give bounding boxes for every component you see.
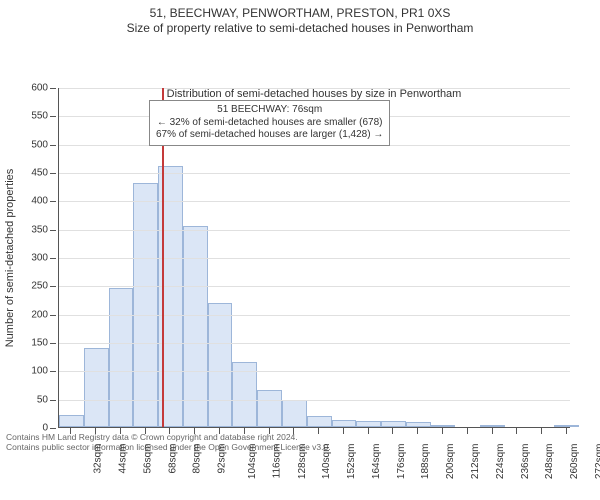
histogram-bar <box>257 390 282 427</box>
x-tick <box>392 428 393 434</box>
histogram-bar <box>332 420 357 427</box>
x-tick <box>145 428 146 434</box>
annotation-line3: 67% of semi-detached houses are larger (… <box>156 129 383 142</box>
x-tick <box>293 428 294 434</box>
histogram-bar <box>480 425 505 427</box>
y-tick-label: 500 <box>31 139 58 150</box>
gridline <box>59 230 570 231</box>
histogram-bar <box>554 425 579 427</box>
x-tick-label: 212sqm <box>470 444 481 480</box>
y-tick-label: 150 <box>31 338 58 349</box>
x-tick-label: 140sqm <box>321 444 332 480</box>
x-tick-label: 116sqm <box>271 444 282 479</box>
x-tick <box>368 428 369 434</box>
y-tick-label: 450 <box>31 168 58 179</box>
y-tick-label: 100 <box>31 366 58 377</box>
gridline <box>59 88 570 89</box>
y-tick-label: 200 <box>31 309 58 320</box>
gridline <box>59 201 570 202</box>
histogram-bar <box>59 415 84 427</box>
x-tick-label: 260sqm <box>569 444 580 480</box>
y-axis-label: Number of semi-detached properties <box>4 169 16 348</box>
x-tick <box>442 428 443 434</box>
gridline <box>59 400 570 401</box>
x-tick-label: 80sqm <box>192 444 203 474</box>
x-tick-label: 92sqm <box>217 444 228 474</box>
histogram-bar <box>282 400 307 427</box>
x-tick-label: 56sqm <box>142 444 153 474</box>
gridline <box>59 258 570 259</box>
x-tick <box>95 428 96 434</box>
histogram-bar <box>356 421 381 427</box>
histogram-bar <box>109 288 134 427</box>
gridline <box>59 286 570 287</box>
x-tick <box>541 428 542 434</box>
y-tick-label: 0 <box>42 423 58 434</box>
histogram-bar <box>431 425 456 427</box>
y-tick-label: 50 <box>37 394 58 405</box>
histogram-bar <box>307 416 332 427</box>
x-tick <box>120 428 121 434</box>
histogram-bar <box>133 183 158 427</box>
x-tick-label: 176sqm <box>396 444 407 480</box>
x-tick-label: 152sqm <box>346 444 357 480</box>
x-tick-label: 164sqm <box>371 444 382 480</box>
x-tick-label: 224sqm <box>495 444 506 480</box>
y-tick-label: 400 <box>31 196 58 207</box>
x-tick <box>194 428 195 434</box>
x-tick-label: 104sqm <box>247 444 258 480</box>
x-tick-label: 32sqm <box>93 444 104 474</box>
gridline <box>59 371 570 372</box>
x-tick-label: 128sqm <box>297 444 308 480</box>
annotation-line1: 51 BEECHWAY: 76sqm <box>156 104 383 117</box>
gridline <box>59 173 570 174</box>
x-tick-label: 236sqm <box>520 444 531 480</box>
x-tick <box>318 428 319 434</box>
histogram-bar <box>406 422 431 427</box>
x-tick <box>516 428 517 434</box>
x-tick <box>269 428 270 434</box>
histogram-bar <box>183 226 208 427</box>
x-tick <box>566 428 567 434</box>
histogram-bar <box>84 348 109 427</box>
x-tick <box>219 428 220 434</box>
x-tick <box>169 428 170 434</box>
annotation-box: 51 BEECHWAY: 76sqm ← 32% of semi-detache… <box>149 100 390 146</box>
x-tick-label: 188sqm <box>421 444 432 480</box>
x-tick-label: 44sqm <box>118 444 129 474</box>
x-tick <box>70 428 71 434</box>
gridline <box>59 315 570 316</box>
y-tick-label: 350 <box>31 224 58 235</box>
x-tick <box>343 428 344 434</box>
y-tick-label: 250 <box>31 281 58 292</box>
gridline <box>59 343 570 344</box>
histogram-bar <box>208 303 233 427</box>
x-tick-label: 68sqm <box>167 444 178 474</box>
y-tick-label: 550 <box>31 111 58 122</box>
chart-area: Number of semi-detached properties 51 BE… <box>58 88 570 428</box>
plot-area: 51 BEECHWAY: 76sqm ← 32% of semi-detache… <box>58 88 570 428</box>
annotation-line2: ← 32% of semi-detached houses are smalle… <box>156 117 383 130</box>
x-tick <box>492 428 493 434</box>
chart-title-block: 51, BEECHWAY, PENWORTHAM, PRESTON, PR1 0… <box>0 0 600 36</box>
histogram-bar <box>381 421 406 427</box>
x-tick <box>244 428 245 434</box>
x-tick <box>467 428 468 434</box>
x-tick <box>417 428 418 434</box>
x-tick-label: 272sqm <box>594 444 600 480</box>
chart-title-line2: Size of property relative to semi-detach… <box>0 21 600 36</box>
x-tick-label: 248sqm <box>544 444 555 480</box>
y-tick-label: 600 <box>31 83 58 94</box>
y-tick-label: 300 <box>31 253 58 264</box>
chart-title-line1: 51, BEECHWAY, PENWORTHAM, PRESTON, PR1 0… <box>0 6 600 21</box>
x-tick-label: 200sqm <box>445 444 456 480</box>
